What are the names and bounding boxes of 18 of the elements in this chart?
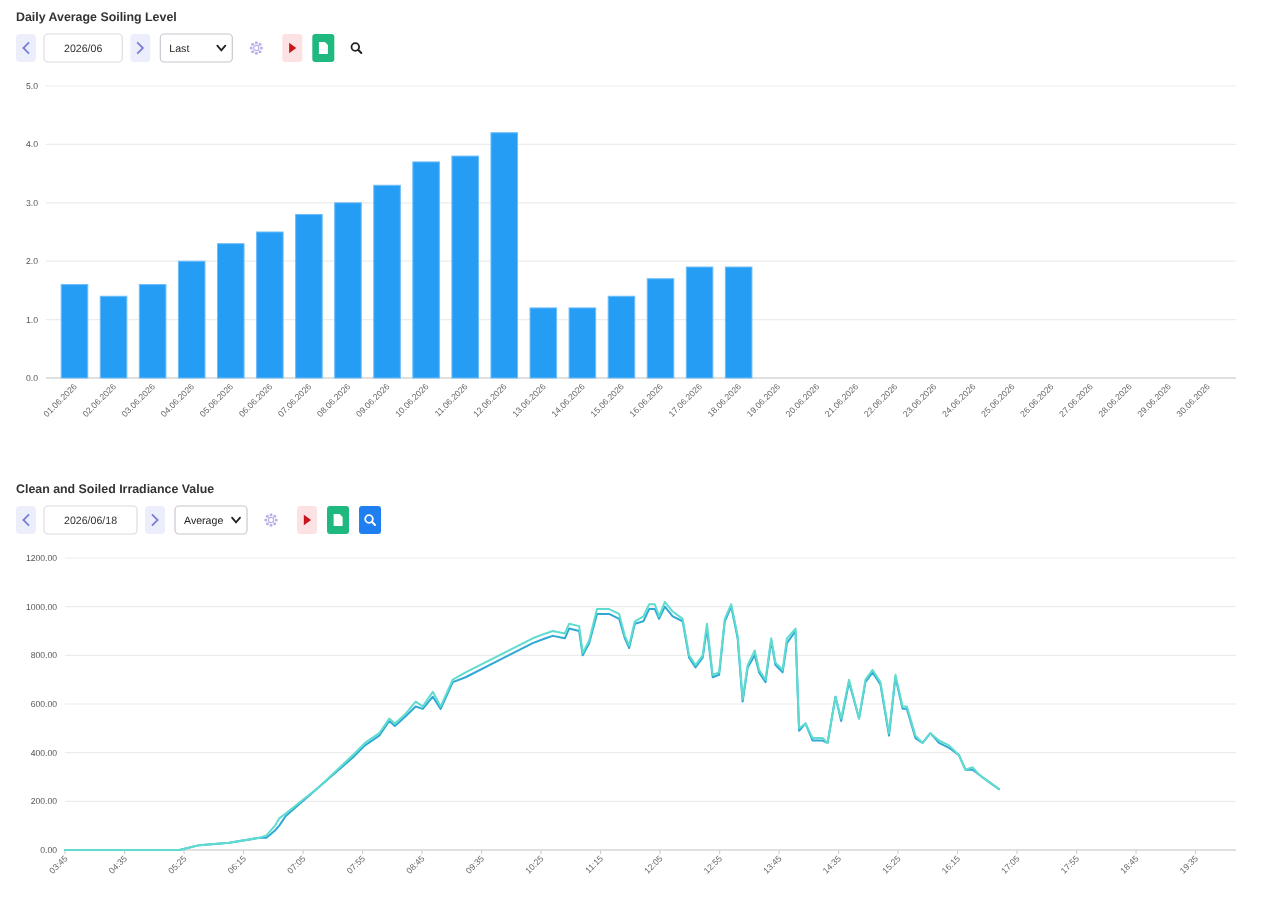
bar	[334, 202, 362, 379]
bar	[60, 284, 89, 379]
bar	[607, 295, 636, 379]
bar	[490, 132, 519, 379]
bar	[138, 284, 167, 379]
bar	[295, 213, 323, 379]
bar	[177, 260, 206, 379]
bar	[256, 231, 284, 379]
bar	[685, 266, 714, 379]
bar	[724, 266, 753, 379]
bar	[451, 155, 479, 379]
bar	[529, 307, 558, 379]
bar	[216, 243, 245, 379]
bar	[373, 184, 401, 379]
bar	[568, 307, 597, 379]
bar	[412, 161, 440, 379]
bar	[99, 295, 128, 379]
bar	[646, 278, 675, 379]
